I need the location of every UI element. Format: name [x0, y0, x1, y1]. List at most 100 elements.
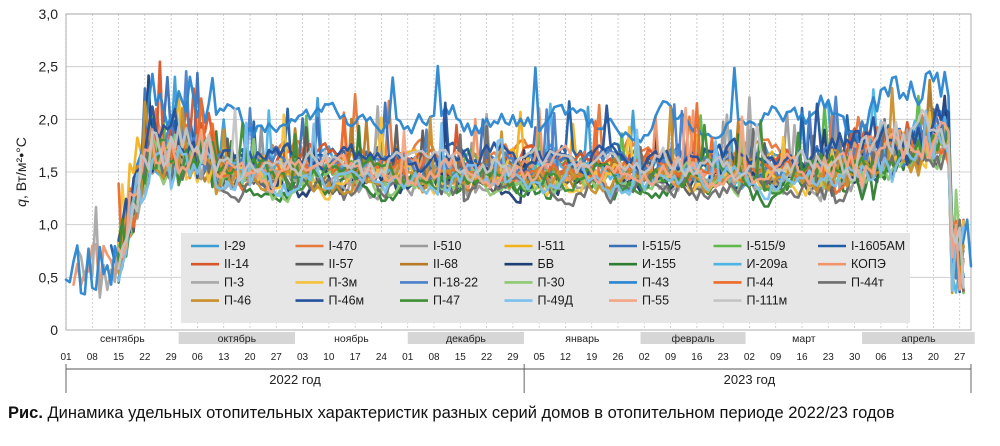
x-tick-label: 09	[770, 352, 782, 363]
x-tick-label: 17	[350, 352, 362, 363]
month-band	[295, 332, 408, 344]
x-tick-label: 26	[612, 352, 624, 363]
x-tick-label: 20	[244, 352, 256, 363]
legend-label: П-18-22	[433, 275, 478, 289]
y-axis-label-unit: , Вт/м²•°С	[13, 137, 29, 199]
caption-label: Рис.	[8, 404, 43, 422]
y-tick-label: 1,5	[39, 164, 59, 180]
y-tick-label: 0,5	[39, 269, 59, 285]
x-tick-label: 01	[60, 352, 72, 363]
legend-label: П-47	[433, 294, 460, 308]
legend-label: П-111м	[747, 294, 788, 308]
caption-text: Динамика удельных отопительных характери…	[42, 404, 895, 422]
legend-label: I-1605АМ	[851, 239, 905, 253]
month-band	[745, 332, 863, 344]
series-line	[117, 101, 962, 294]
legend-label: П-44	[747, 275, 774, 289]
month-label: октябрь	[218, 333, 257, 345]
legend-label: БВ	[538, 257, 555, 271]
x-tick-label: 22	[481, 352, 493, 363]
x-tick-label: 01	[402, 352, 414, 363]
month-band	[524, 332, 641, 344]
x-tick-label: 20	[928, 352, 940, 363]
series-line	[121, 118, 965, 293]
x-tick-label: 09	[665, 352, 677, 363]
month-band	[178, 332, 296, 344]
y-tick-label: 2,0	[39, 111, 59, 127]
legend-label: I-511	[538, 239, 566, 253]
x-tick-label: 06	[192, 352, 204, 363]
series-group	[64, 60, 973, 299]
legend-box	[181, 233, 910, 323]
month-label: февраль	[671, 333, 715, 345]
legend-label: П-3м	[329, 275, 358, 289]
x-tick-label: 23	[823, 352, 835, 363]
x-tick-label: 29	[166, 352, 178, 363]
x-tick-label: 02	[639, 352, 651, 363]
x-tick-label: 27	[954, 352, 966, 363]
x-tick-label: 19	[586, 352, 598, 363]
x-tick-label: 29	[507, 352, 519, 363]
x-tick-label: 13	[902, 352, 914, 363]
legend-label: П-3	[224, 275, 244, 289]
y-axis-label: q, Вт/м²•°С	[13, 137, 29, 207]
x-tick-label: 10	[323, 352, 335, 363]
legend-label: П-49Д	[538, 294, 574, 308]
legend-label: I-515/5	[642, 239, 681, 253]
legend-label: I-510	[433, 239, 462, 253]
x-tick-label: 06	[875, 352, 887, 363]
legend-label: П-43	[642, 275, 669, 289]
legend-label: П-44т	[851, 275, 884, 289]
legend-label: КОПЭ	[851, 257, 886, 271]
legend-label: П-46	[224, 294, 251, 308]
x-tick-label: 03	[297, 352, 309, 363]
legend-label: II-14	[224, 257, 249, 271]
legend-label: И-155	[642, 257, 676, 271]
month-band	[407, 332, 525, 344]
x-tick-label: 13	[218, 352, 230, 363]
x-tick-label: 23	[718, 352, 730, 363]
y-tick-label: 0	[50, 322, 58, 338]
x-tick-label: 30	[849, 352, 861, 363]
x-tick-label: 05	[534, 352, 546, 363]
y-tick-label: 2,5	[39, 59, 59, 75]
series-line	[117, 108, 965, 289]
year-label: 2022 год	[269, 372, 321, 387]
month-label: ноябрь	[334, 333, 369, 345]
month-label: сентябрь	[100, 333, 145, 345]
legend-label: I-515/9	[747, 239, 786, 253]
y-tick-label: 3,0	[39, 6, 59, 22]
legend-label: П-30	[538, 275, 565, 289]
plot-frame	[65, 13, 972, 331]
month-label: январь	[565, 333, 600, 345]
x-tick-label: 02	[744, 352, 756, 363]
x-tick-label: 12	[560, 352, 572, 363]
month-label: декабрь	[446, 333, 486, 345]
series-line	[64, 64, 973, 296]
month-band	[862, 332, 975, 344]
legend-label: П-46м	[329, 294, 365, 308]
month-band	[66, 332, 179, 344]
year-label: 2023 год	[724, 372, 776, 387]
x-tick-label: 24	[376, 352, 388, 363]
x-tick-label: 08	[428, 352, 440, 363]
month-label: март	[792, 333, 816, 345]
y-axis-label-symbol: q	[13, 199, 29, 207]
legend-label: I-470	[329, 239, 358, 253]
legend-label: II-68	[433, 257, 458, 271]
x-tick-label: 27	[271, 352, 283, 363]
legend-label: И-209а	[747, 257, 788, 271]
figure-caption: Рис. Динамика удельных отопительных хара…	[8, 404, 998, 423]
x-tick-label: 16	[796, 352, 808, 363]
x-tick-label: 15	[455, 352, 467, 363]
legend-label: П-55	[642, 294, 669, 308]
month-label: апрель	[901, 333, 936, 345]
x-tick-label: 22	[139, 352, 151, 363]
series-line	[117, 86, 965, 295]
x-tick-label: 16	[691, 352, 703, 363]
x-tick-label: 08	[87, 352, 99, 363]
y-tick-label: 1,0	[39, 217, 59, 233]
legend-label: II-57	[329, 257, 354, 271]
legend-label: I-29	[224, 239, 246, 253]
